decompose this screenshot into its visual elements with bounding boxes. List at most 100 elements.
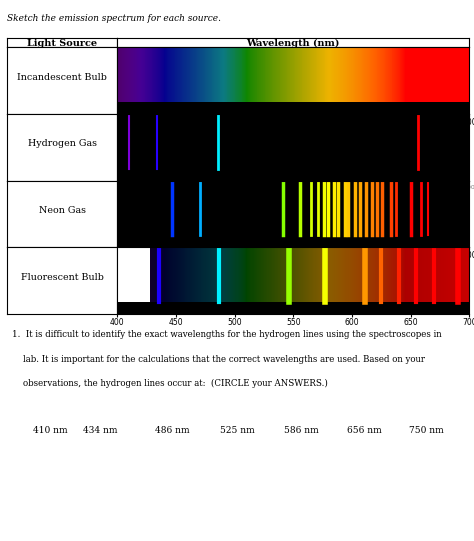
- Bar: [171, 48, 172, 102]
- Bar: [217, 247, 219, 302]
- Bar: [186, 48, 187, 102]
- Bar: [204, 48, 205, 102]
- Bar: [406, 48, 407, 102]
- Bar: [296, 247, 297, 302]
- Bar: [374, 48, 375, 102]
- Bar: [145, 48, 146, 102]
- Bar: [230, 247, 231, 302]
- Bar: [316, 247, 317, 302]
- Bar: [323, 247, 324, 302]
- Bar: [251, 247, 253, 302]
- Bar: [360, 48, 361, 102]
- Bar: [435, 48, 436, 102]
- Bar: [249, 48, 250, 102]
- Bar: [220, 48, 221, 102]
- Bar: [430, 247, 431, 302]
- Bar: [185, 247, 186, 302]
- Bar: [270, 247, 271, 302]
- Bar: [331, 247, 333, 302]
- Bar: [250, 48, 251, 102]
- Bar: [249, 247, 250, 302]
- Bar: [384, 48, 385, 102]
- Bar: [468, 48, 469, 102]
- Bar: [379, 247, 380, 302]
- Bar: [467, 247, 468, 302]
- Bar: [326, 247, 327, 302]
- Text: lab. It is important for the calculations that the correct wavelengths are used.: lab. It is important for the calculation…: [12, 355, 425, 364]
- Bar: [372, 247, 373, 302]
- Bar: [322, 247, 323, 302]
- Bar: [287, 48, 288, 102]
- Bar: [458, 48, 459, 102]
- Bar: [174, 48, 175, 102]
- Bar: [399, 247, 400, 302]
- Bar: [355, 247, 356, 302]
- Bar: [363, 247, 364, 302]
- Bar: [190, 247, 191, 302]
- Bar: [136, 48, 137, 102]
- Bar: [173, 48, 174, 102]
- Bar: [224, 48, 225, 102]
- Bar: [437, 48, 438, 102]
- Bar: [283, 247, 284, 302]
- Bar: [312, 48, 313, 102]
- Bar: [422, 48, 423, 102]
- Bar: [410, 48, 411, 102]
- Bar: [415, 247, 416, 302]
- Bar: [208, 48, 209, 102]
- Bar: [203, 247, 204, 302]
- Bar: [456, 48, 457, 102]
- Bar: [264, 247, 265, 302]
- Bar: [376, 48, 377, 102]
- Bar: [240, 247, 241, 302]
- Bar: [371, 247, 372, 302]
- Bar: [164, 247, 165, 302]
- Bar: [162, 48, 163, 102]
- Bar: [290, 48, 291, 102]
- Bar: [405, 247, 406, 302]
- Bar: [458, 247, 460, 302]
- Bar: [151, 48, 152, 102]
- Bar: [223, 48, 224, 102]
- Bar: [437, 247, 438, 302]
- Bar: [138, 48, 139, 102]
- Bar: [306, 247, 307, 302]
- Bar: [296, 48, 297, 102]
- Bar: [191, 48, 192, 102]
- Bar: [325, 48, 326, 102]
- Bar: [208, 247, 209, 302]
- Bar: [395, 48, 396, 102]
- Bar: [121, 48, 122, 102]
- Bar: [439, 247, 440, 302]
- Bar: [379, 48, 380, 102]
- Bar: [156, 247, 157, 302]
- Bar: [260, 247, 261, 302]
- Bar: [200, 48, 201, 102]
- Bar: [350, 48, 351, 102]
- Bar: [228, 247, 229, 302]
- Bar: [431, 247, 432, 302]
- Bar: [197, 247, 198, 302]
- Bar: [134, 48, 135, 102]
- Bar: [299, 247, 300, 302]
- Bar: [411, 247, 413, 302]
- Bar: [300, 48, 301, 102]
- Bar: [305, 48, 306, 102]
- Bar: [166, 48, 167, 102]
- Bar: [287, 247, 288, 302]
- Bar: [232, 247, 233, 302]
- Bar: [451, 247, 452, 302]
- Bar: [311, 48, 312, 102]
- Bar: [227, 48, 228, 102]
- Bar: [163, 48, 164, 102]
- Text: 1.  It is difficult to identify the exact wavelengths for the hydrogen lines usi: 1. It is difficult to identify the exact…: [12, 331, 441, 339]
- Bar: [135, 48, 136, 102]
- Bar: [276, 247, 277, 302]
- Bar: [298, 48, 299, 102]
- Bar: [211, 48, 212, 102]
- Bar: [303, 48, 304, 102]
- Bar: [267, 48, 268, 102]
- Bar: [440, 247, 441, 302]
- Bar: [353, 247, 354, 302]
- Bar: [423, 247, 424, 302]
